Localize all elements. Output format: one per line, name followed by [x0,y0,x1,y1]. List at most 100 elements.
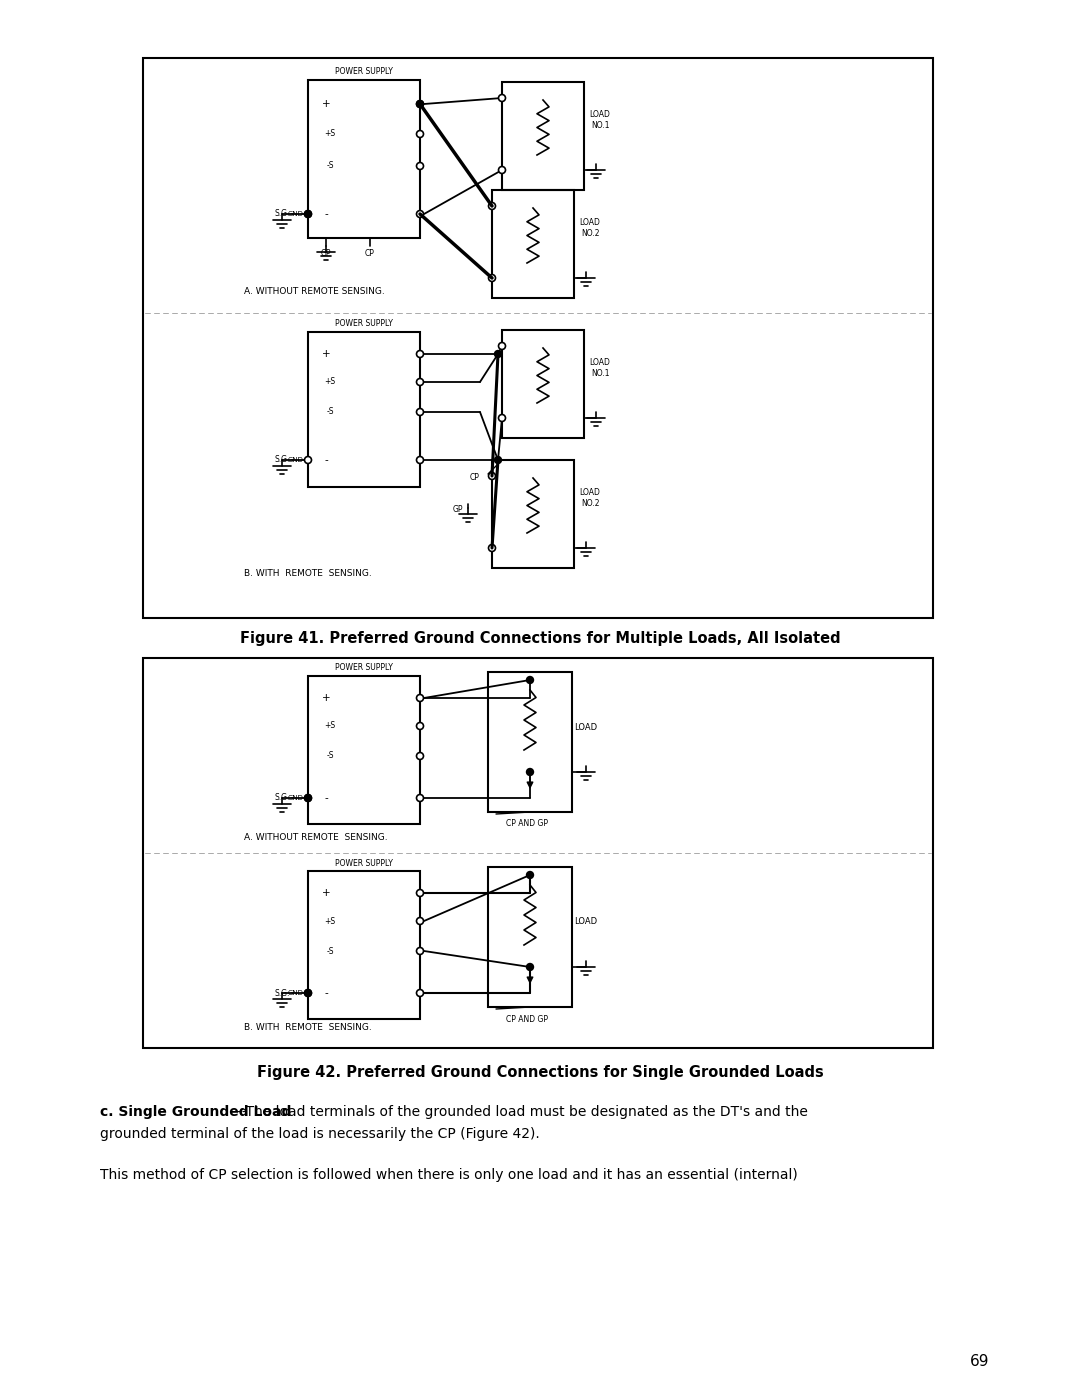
Bar [502,82,584,190]
Text: S.G.: S.G. [274,455,289,464]
Circle shape [417,211,423,218]
Text: S.G.: S.G. [274,793,289,802]
Circle shape [417,130,423,137]
Text: grounded terminal of the load is necessarily the CP (Figure 42).: grounded terminal of the load is necessa… [100,1127,540,1141]
Circle shape [305,795,311,802]
Circle shape [488,203,496,210]
Circle shape [305,211,311,218]
Text: -: - [324,210,328,219]
Text: POWER SUPPLY: POWER SUPPLY [335,320,393,328]
Text: CP AND GP: CP AND GP [507,820,548,828]
Text: +: + [322,888,330,898]
Circle shape [417,101,423,108]
Circle shape [305,989,311,996]
Circle shape [499,342,505,349]
Circle shape [417,379,423,386]
Circle shape [495,351,501,358]
Text: +S: +S [324,916,336,925]
Text: Figure 41. Preferred Ground Connections for Multiple Loads, All Isolated: Figure 41. Preferred Ground Connections … [240,630,840,645]
Circle shape [417,351,423,358]
Text: LOAD
NO.2: LOAD NO.2 [580,218,600,237]
Text: A. WITHOUT REMOTE  SENSING.: A. WITHOUT REMOTE SENSING. [244,833,388,841]
Text: GND: GND [287,990,303,996]
Circle shape [305,211,311,218]
Circle shape [495,457,501,464]
Text: B. WITH  REMOTE  SENSING.: B. WITH REMOTE SENSING. [244,1024,372,1032]
Bar [308,870,420,1018]
Circle shape [527,964,534,971]
Bar [492,460,573,569]
Text: -S: -S [326,947,334,956]
Circle shape [499,415,505,422]
Circle shape [417,101,423,108]
Text: This method of CP selection is followed when there is only one load and it has a: This method of CP selection is followed … [100,1168,798,1182]
Circle shape [499,95,505,102]
Circle shape [527,872,534,879]
Text: CP AND GP: CP AND GP [507,1014,548,1024]
Text: LOAD
NO.2: LOAD NO.2 [580,489,600,507]
Bar [502,330,584,439]
Bar [143,59,933,617]
Circle shape [417,162,423,169]
Text: GP: GP [453,506,463,514]
Text: +S: +S [324,721,336,731]
Circle shape [417,408,423,415]
Text: +S: +S [324,377,336,387]
Circle shape [527,676,534,683]
Circle shape [305,795,311,802]
Text: S.G.: S.G. [274,210,289,218]
Text: GND: GND [287,795,303,800]
Text: --The load terminals of the grounded load must be designated as the DT's and the: --The load terminals of the grounded loa… [237,1105,808,1119]
Text: -: - [324,455,328,465]
Text: POWER SUPPLY: POWER SUPPLY [335,67,393,77]
Text: A. WITHOUT REMOTE SENSING.: A. WITHOUT REMOTE SENSING. [244,288,384,296]
Text: +: + [322,99,330,109]
Text: -: - [324,988,328,997]
Bar [308,80,420,237]
Bar [308,676,420,824]
Bar [492,190,573,298]
Text: LOAD: LOAD [575,918,597,926]
Text: -S: -S [326,408,334,416]
Circle shape [417,989,423,996]
Circle shape [417,694,423,701]
Circle shape [417,918,423,925]
Circle shape [417,890,423,897]
Text: GP: GP [321,250,332,258]
Text: Figure 42. Preferred Ground Connections for Single Grounded Loads: Figure 42. Preferred Ground Connections … [257,1065,823,1080]
Text: +S: +S [324,130,336,138]
Text: GND: GND [287,211,303,217]
Circle shape [417,795,423,802]
Text: -S: -S [326,162,334,170]
Text: -: - [324,793,328,803]
Circle shape [488,274,496,282]
Circle shape [305,457,311,464]
Circle shape [305,989,311,996]
Text: S.G.: S.G. [274,989,289,997]
Text: LOAD: LOAD [575,722,597,732]
Text: +: + [322,693,330,703]
Text: CP: CP [470,474,480,482]
Circle shape [417,753,423,760]
Circle shape [499,166,505,173]
Text: LOAD
NO.1: LOAD NO.1 [590,110,610,130]
Circle shape [417,457,423,464]
Text: +: + [322,349,330,359]
Text: -S: -S [326,752,334,760]
Bar [143,658,933,1048]
Text: GND: GND [287,457,303,462]
Text: POWER SUPPLY: POWER SUPPLY [335,859,393,868]
Circle shape [417,947,423,954]
Text: 69: 69 [970,1355,989,1369]
Text: CP: CP [365,250,375,258]
Circle shape [527,768,534,775]
Circle shape [417,722,423,729]
Circle shape [488,472,496,479]
Text: LOAD
NO.1: LOAD NO.1 [590,358,610,377]
Text: c. Single Grounded Load: c. Single Grounded Load [100,1105,292,1119]
Bar [488,868,572,1007]
Bar [488,672,572,812]
Bar [308,332,420,488]
Text: B. WITH  REMOTE  SENSING.: B. WITH REMOTE SENSING. [244,570,372,578]
Circle shape [488,545,496,552]
